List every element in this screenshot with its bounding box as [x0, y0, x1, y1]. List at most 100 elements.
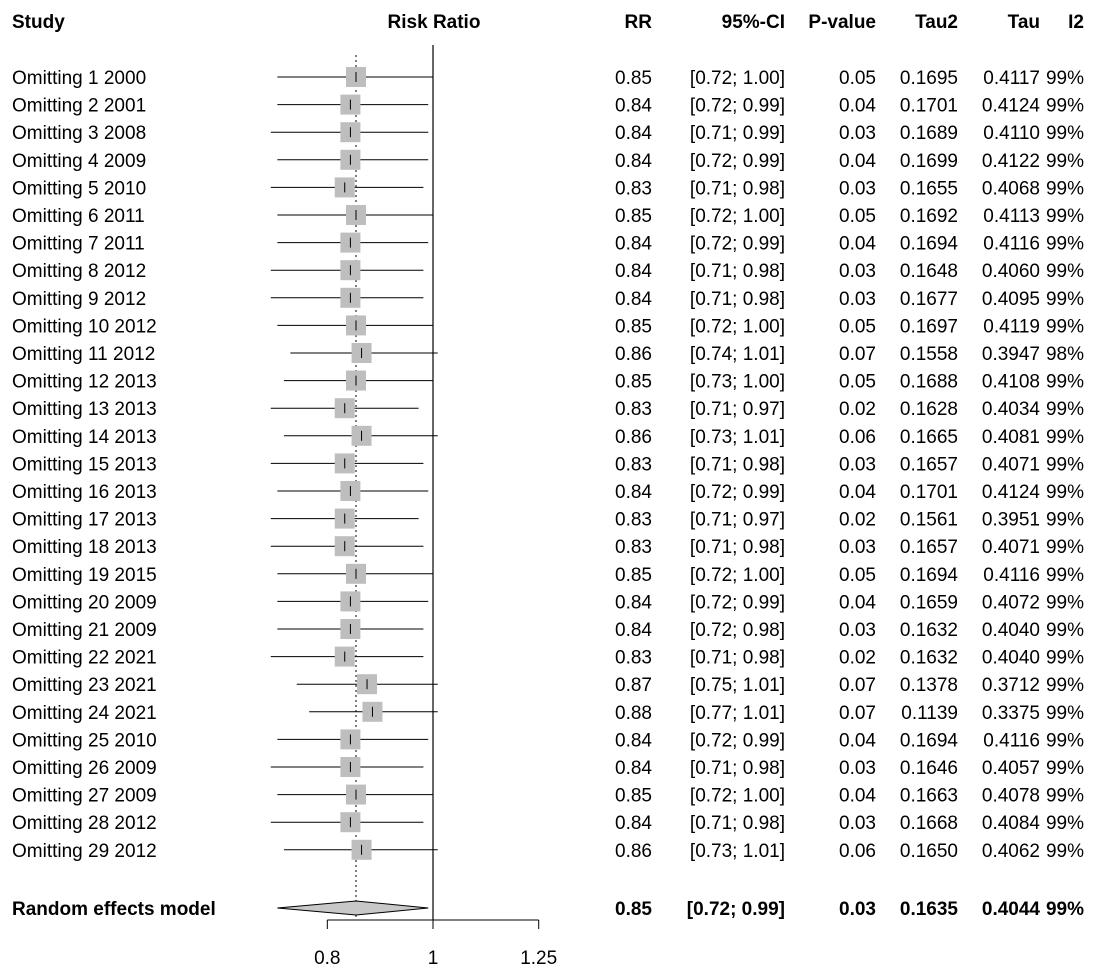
ci-value: [0.71; 0.98] — [690, 648, 785, 669]
rr-value: 0.85 — [615, 565, 652, 586]
table-row: Omitting 9 2012 0.84 [0.71; 0.98] 0.03 0.167… — [12, 287, 1084, 310]
p-value: 0.03 — [839, 178, 876, 199]
pooled-tau-value: 0.4044 — [982, 899, 1041, 920]
pooled-diamond — [277, 900, 429, 916]
tau2-value: 0.1632 — [900, 620, 958, 641]
i2-value: 99% — [1046, 206, 1084, 227]
table-row: Omitting 2 2001 0.84 [0.72; 0.99] 0.04 0.170… — [12, 94, 1084, 117]
study-label: Omitting 23 2021 — [12, 675, 157, 696]
i2-value: 99% — [1046, 758, 1084, 779]
i2-value: 99% — [1046, 372, 1084, 393]
ci-value: [0.72; 0.98] — [690, 620, 785, 641]
header-p-value: P-value — [808, 12, 876, 33]
i2-value: 99% — [1046, 178, 1084, 199]
table-row: Omitting 8 2012 0.84 [0.71; 0.98] 0.03 0.164… — [12, 260, 1084, 282]
i2-value: 99% — [1046, 261, 1084, 282]
table-row: Omitting 29 2012 0.86 [0.73; 1.01] 0.06 0.16… — [12, 839, 1084, 862]
ci-value: [0.72; 1.00] — [690, 68, 785, 89]
table-row: Omitting 18 2013 0.83 [0.71; 0.98] 0.03 0.16… — [12, 536, 1084, 558]
tau2-value: 0.1695 — [900, 68, 958, 89]
table-row: Omitting 12 2013 0.85 [0.73; 1.00] 0.05 0.16… — [12, 370, 1084, 393]
ci-value: [0.71; 0.98] — [690, 261, 785, 282]
i2-value: 99% — [1046, 123, 1084, 144]
study-label: Omitting 5 2010 — [12, 178, 146, 199]
tau2-value: 0.1697 — [900, 316, 958, 337]
ci-value: [0.71; 0.98] — [690, 758, 785, 779]
study-label: Omitting 8 2012 — [12, 261, 146, 282]
table-row: Omitting 27 2009 0.85 [0.72; 1.00] 0.04 0.16… — [12, 784, 1084, 807]
p-value: 0.02 — [839, 648, 876, 669]
i2-value: 99% — [1046, 730, 1084, 751]
rr-value: 0.88 — [615, 703, 652, 724]
tau-value: 0.4113 — [983, 206, 1040, 227]
tau-value: 0.4116 — [983, 730, 1040, 751]
pooled-label: Random effects model — [12, 899, 216, 920]
p-value: 0.05 — [839, 565, 876, 586]
ci-value: [0.73; 1.01] — [690, 427, 785, 448]
rr-value: 0.84 — [615, 234, 652, 255]
i2-value: 99% — [1046, 96, 1084, 117]
table-row: Omitting 23 2021 0.87 [0.75; 1.01] 0.07 0.13… — [12, 674, 1084, 696]
x-tick-label: 1.25 — [520, 948, 557, 969]
study-label: Omitting 6 2011 — [12, 206, 145, 227]
tau2-value: 0.1659 — [900, 592, 958, 613]
p-value: 0.03 — [839, 620, 876, 641]
study-label: Omitting 25 2010 — [12, 730, 157, 751]
p-value: 0.04 — [839, 786, 876, 807]
tau2-value: 0.1632 — [900, 648, 958, 669]
p-value: 0.02 — [839, 510, 876, 531]
ci-value: [0.77; 1.01] — [690, 703, 785, 724]
tau2-value: 0.1646 — [900, 758, 958, 779]
tau2-value: 0.1694 — [900, 234, 959, 255]
tau-value: 0.4110 — [983, 123, 1040, 144]
tau2-value: 0.1701 — [900, 96, 958, 117]
ci-value: [0.73; 1.00] — [690, 372, 785, 393]
pooled-i2-value: 99% — [1046, 899, 1084, 920]
reference-lines — [355, 45, 434, 920]
p-value: 0.06 — [839, 841, 876, 862]
pooled-ci-value: [0.72; 0.99] — [687, 899, 785, 920]
rr-value: 0.83 — [615, 454, 652, 475]
tau2-value: 0.1558 — [900, 344, 958, 365]
i2-value: 99% — [1046, 151, 1084, 172]
study-label: Omitting 12 2013 — [12, 372, 157, 393]
rr-value: 0.83 — [615, 178, 652, 199]
study-label: Omitting 13 2013 — [12, 399, 157, 420]
tau-value: 0.4057 — [982, 758, 1040, 779]
table-row: Omitting 16 2013 0.84 [0.72; 0.99] 0.04 0.17… — [12, 481, 1084, 503]
tau2-value: 0.1657 — [900, 537, 958, 558]
rr-value: 0.84 — [615, 758, 652, 779]
p-value: 0.04 — [839, 234, 876, 255]
tau-value: 0.4068 — [982, 178, 1040, 199]
tau-value: 0.4071 — [982, 537, 1040, 558]
ci-value: [0.72; 1.00] — [690, 316, 785, 337]
p-value: 0.05 — [839, 316, 876, 337]
ci-value: [0.72; 0.99] — [690, 96, 785, 117]
tau2-value: 0.1701 — [900, 482, 958, 503]
rr-value: 0.86 — [615, 427, 652, 448]
ci-value: [0.72; 1.00] — [690, 786, 785, 807]
tau2-value: 0.1689 — [900, 123, 958, 144]
table-row: Omitting 10 2012 0.85 [0.72; 1.00] 0.05 0.16… — [12, 315, 1084, 337]
ci-value: [0.71; 0.98] — [690, 454, 785, 475]
rr-value: 0.84 — [615, 730, 652, 751]
table-row: Omitting 4 2009 0.84 [0.72; 0.99] 0.04 0.169… — [12, 149, 1084, 172]
tau-value: 0.4081 — [982, 427, 1040, 448]
tau-value: 0.4040 — [982, 620, 1040, 641]
table-row: Omitting 19 2015 0.85 [0.72; 1.00] 0.05 0.16… — [12, 563, 1084, 586]
header-tau: Tau — [1008, 12, 1040, 33]
tau-value: 0.4122 — [982, 151, 1040, 172]
ci-value: [0.72; 0.99] — [690, 592, 785, 613]
study-label: Omitting 28 2012 — [12, 813, 157, 834]
pooled-row: Random effects model 0.85 [0.72; 0.99] 0.03… — [12, 899, 1084, 920]
tau2-value: 0.1688 — [900, 372, 958, 393]
table-row: Omitting 20 2009 0.84 [0.72; 0.99] 0.04 0.16… — [12, 591, 1084, 613]
p-value: 0.07 — [839, 675, 876, 696]
rr-value: 0.85 — [615, 786, 652, 807]
header-risk-ratio: Risk Ratio — [388, 12, 481, 33]
tau-value: 0.4060 — [982, 261, 1040, 282]
header-row: Study Risk Ratio RR 95%-CI P-value Tau2 … — [12, 12, 1084, 33]
study-label: Omitting 15 2013 — [12, 454, 157, 475]
p-value: 0.03 — [839, 537, 876, 558]
